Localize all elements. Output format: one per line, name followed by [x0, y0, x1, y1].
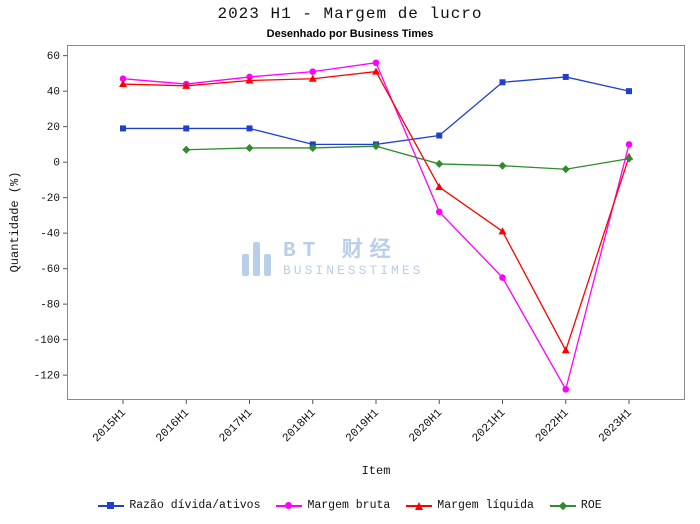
y-tick-label: -20	[40, 193, 60, 205]
x-tick-label: 2015H1	[90, 407, 129, 446]
x-tick-label: 2022H1	[533, 407, 572, 446]
legend-label: Razão dívida/ativos	[129, 499, 261, 512]
y-tick-label: -120	[34, 371, 60, 383]
chart-subtitle: Desenhado por Business Times	[266, 28, 434, 40]
circle-marker-icon	[276, 501, 303, 511]
series-margem-l-quida	[119, 67, 633, 354]
triangle-marker-icon	[406, 501, 433, 511]
x-tick-label: 2017H1	[217, 407, 256, 446]
x-tick-label: 2023H1	[596, 407, 635, 446]
y-axis-ticks: 60 40 20 0 -20 -40 -60 -80 -100 -120	[34, 51, 67, 383]
y-tick-label: 60	[47, 51, 60, 63]
plot-frame	[67, 45, 685, 400]
legend-item-margem-bruta: Margem bruta	[276, 499, 390, 512]
legend: Razão dívida/ativos Margem bruta Margem lí…	[0, 499, 700, 512]
x-tick-label: 2016H1	[154, 407, 193, 446]
y-axis-label: Quantidade (%)	[8, 171, 22, 273]
y-tick-label: 0	[53, 158, 60, 170]
x-axis-label: Item	[361, 464, 391, 478]
legend-item-margem-l-quida: Margem líquida	[406, 499, 534, 512]
chart-title: 2023 H1 - Margem de lucro	[217, 5, 483, 23]
x-tick-label: 2021H1	[470, 407, 509, 446]
legend-label: Margem bruta	[307, 499, 391, 512]
legend-label: ROE	[580, 499, 602, 512]
legend-item-roe: ROE	[549, 499, 602, 512]
x-tick-label: 2018H1	[280, 407, 319, 446]
x-tick-label: 2020H1	[407, 407, 446, 446]
legend-item-raz-o-d-vida-ativos: Razão dívida/ativos	[98, 499, 260, 512]
y-tick-label: -80	[40, 300, 60, 312]
y-tick-label: -100	[34, 335, 60, 347]
y-tick-label: 40	[47, 87, 60, 99]
y-tick-label: 20	[47, 122, 60, 134]
square-marker-icon	[98, 501, 125, 511]
series-roe	[182, 142, 633, 174]
y-tick-label: -60	[40, 264, 60, 276]
legend-label: Margem líquida	[437, 499, 534, 512]
x-tick-label: 2019H1	[343, 407, 382, 446]
diamond-marker-icon	[549, 501, 576, 511]
y-tick-label: -40	[40, 229, 60, 241]
x-axis-ticks: 2015H1 2016H1 2017H1 2018H1 2019H1 2020H1 2021…	[90, 400, 635, 445]
